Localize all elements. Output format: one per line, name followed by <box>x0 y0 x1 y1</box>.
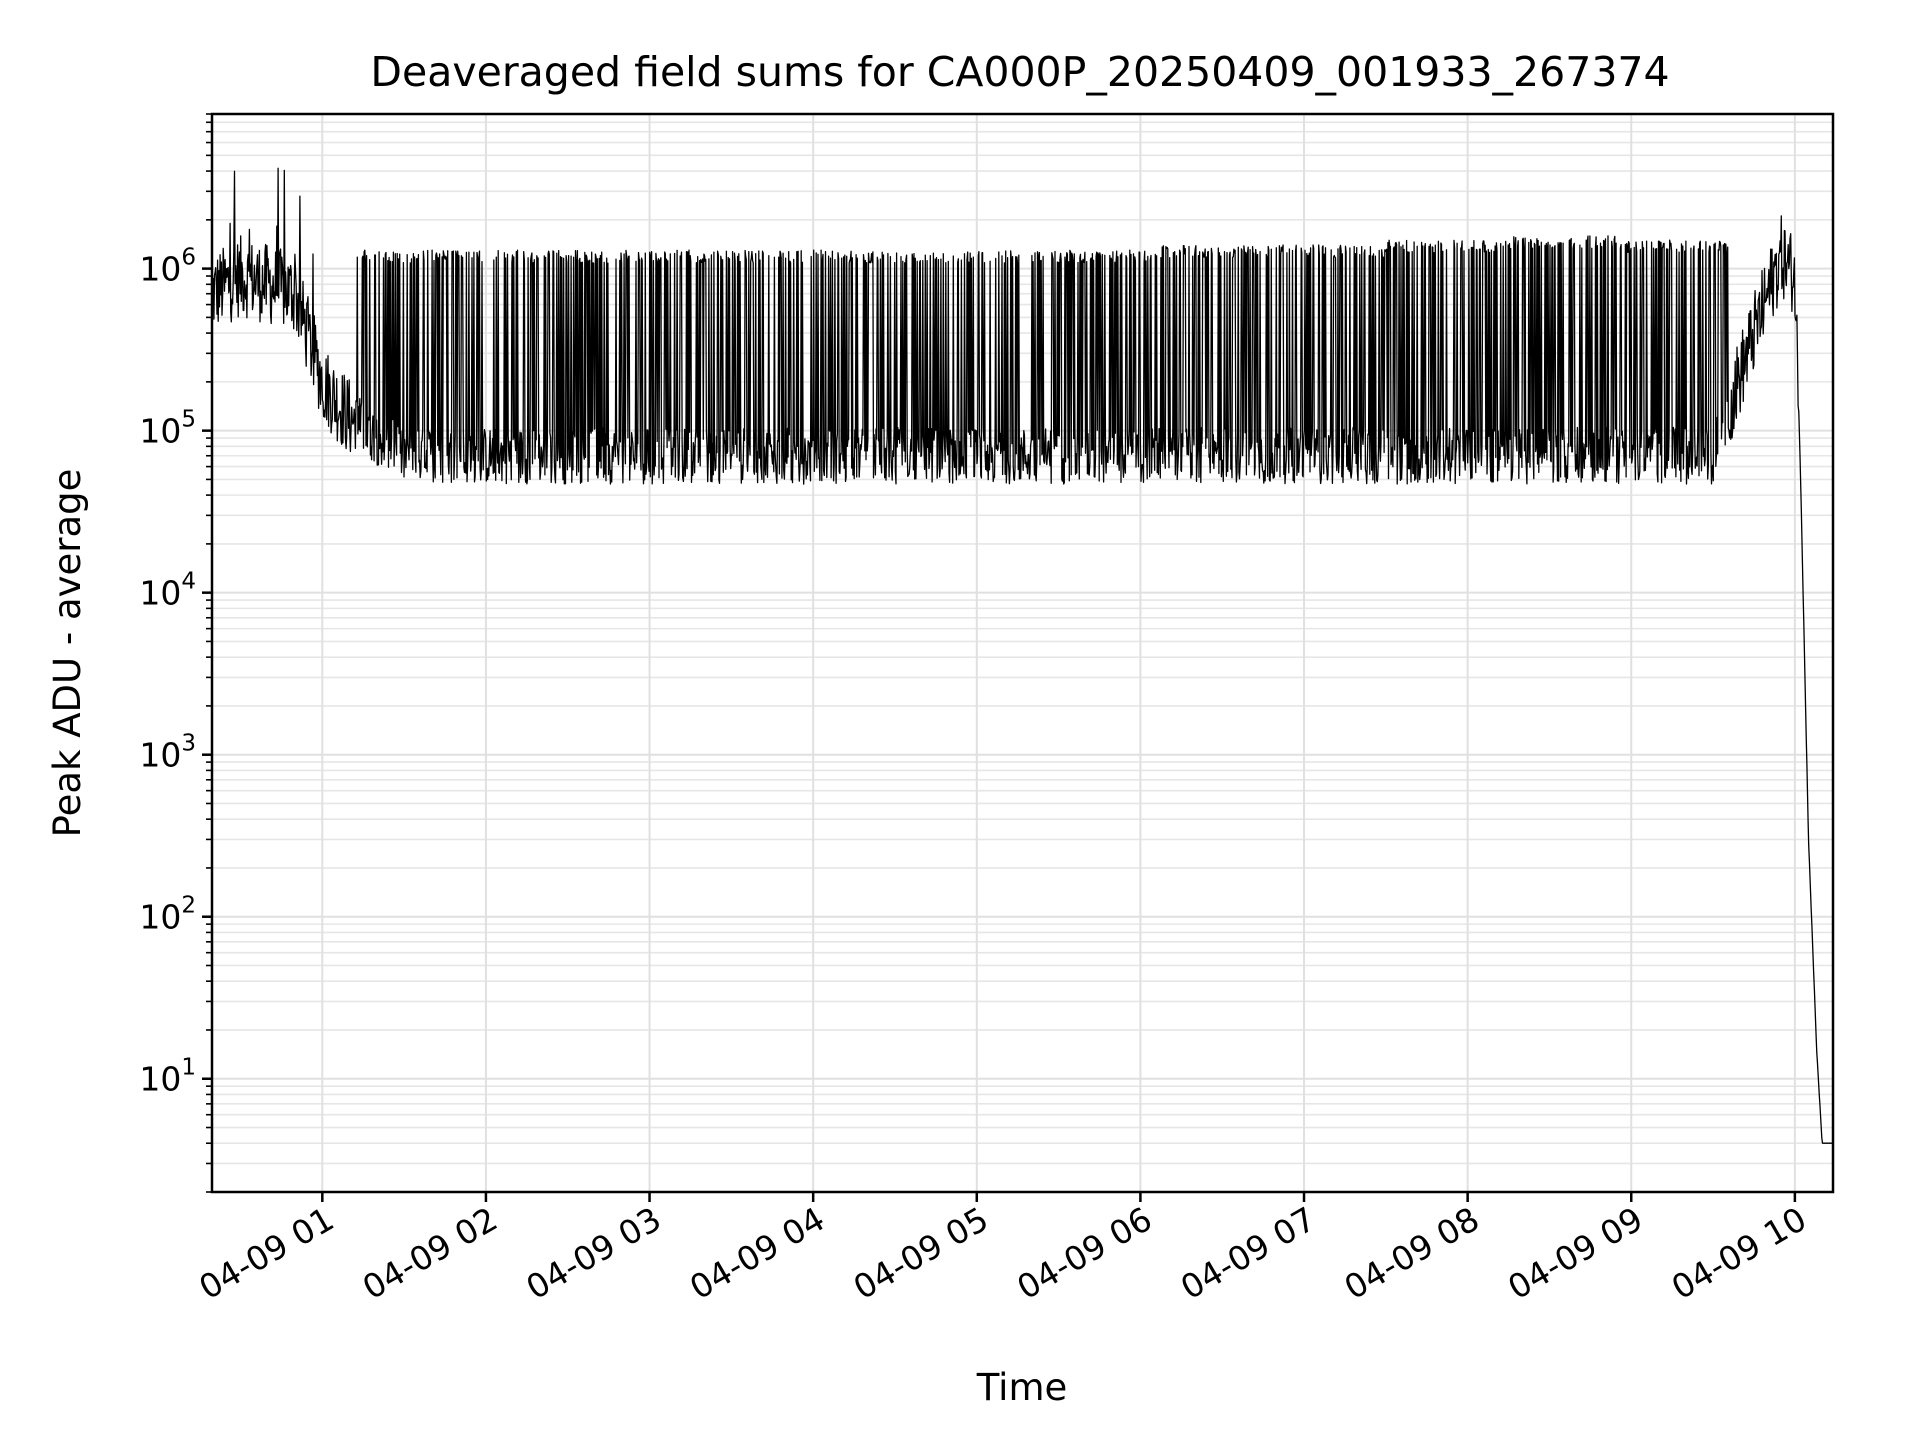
chart-title: Deaveraged field sums for CA000P_2025040… <box>370 48 1669 96</box>
y-tick-label: 103 <box>139 731 196 775</box>
y-tick-label: 105 <box>139 407 196 451</box>
grid <box>212 113 1833 1193</box>
plot-area <box>211 167 1834 1144</box>
y-axis-label: Peak ADU - average <box>46 469 89 838</box>
plot-frame <box>210 112 1835 1194</box>
y-tick-label: 104 <box>139 569 196 613</box>
series-line <box>211 167 1834 1144</box>
x-axis-label: Time <box>976 1366 1068 1409</box>
y-axis: 101 102 103 104 105 106 <box>139 113 212 1193</box>
y-tick-label: 106 <box>139 245 196 289</box>
y-tick-label: 102 <box>139 893 196 937</box>
y-tick-label: 101 <box>139 1055 196 1099</box>
